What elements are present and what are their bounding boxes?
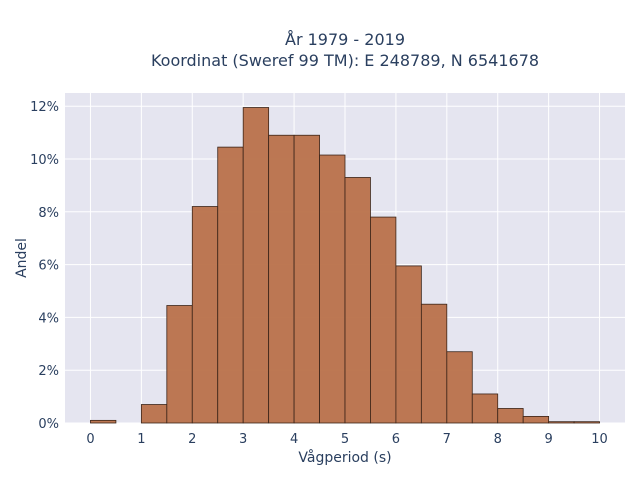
histogram-bar (370, 216, 397, 424)
x-axis-ticks: 0 1 2 3 4 5 6 7 8 9 10 (86, 432, 608, 447)
histogram-bar (420, 303, 448, 424)
x-tick-label: 2 (188, 432, 196, 447)
histogram-bar (344, 177, 371, 424)
histogram-bar (90, 419, 117, 424)
y-tick-label: 4% (38, 311, 59, 326)
y-tick-label: 10% (30, 153, 59, 168)
histogram-bar (395, 265, 422, 424)
histogram-bar (573, 421, 600, 424)
y-axis-label: Andel (14, 238, 30, 278)
x-tick-label: 0 (86, 432, 94, 447)
histogram-bar (471, 393, 499, 424)
chart-title-line2: Koordinat (Sweref 99 TM): E 248789, N 65… (151, 51, 539, 70)
y-tick-label: 8% (38, 206, 59, 221)
x-tick-label: 6 (392, 432, 400, 447)
histogram-bar (446, 351, 473, 424)
histogram-bar (319, 154, 346, 424)
x-tick-label: 10 (591, 432, 608, 447)
bars (90, 107, 600, 424)
x-tick-label: 1 (137, 432, 145, 447)
x-tick-label: 9 (544, 432, 552, 447)
histogram-bar (293, 134, 320, 424)
histogram-bar (522, 415, 550, 424)
y-tick-label: 0% (38, 417, 59, 432)
histogram-bar (497, 408, 524, 424)
histogram-bar (191, 206, 219, 424)
x-tick-label: 8 (494, 432, 502, 447)
x-tick-label: 7 (443, 432, 451, 447)
histogram-bar (242, 107, 270, 424)
y-axis-ticks: 0% 2% 4% 6% 8% 10% 12% (30, 100, 59, 432)
histogram-bar (166, 305, 193, 424)
y-tick-label: 6% (38, 259, 59, 274)
histogram-bar (217, 146, 244, 424)
y-tick-label: 12% (30, 100, 59, 115)
histogram-bar (140, 404, 168, 424)
histogram-bar (548, 421, 575, 424)
histogram-bar (268, 134, 295, 424)
x-axis-label: Vågperiod (s) (298, 449, 391, 466)
x-tick-label: 5 (341, 432, 349, 447)
y-tick-label: 2% (38, 364, 59, 379)
x-tick-label: 4 (290, 432, 298, 447)
x-tick-label: 3 (239, 432, 247, 447)
chart-title-line1: År 1979 - 2019 (285, 30, 405, 49)
